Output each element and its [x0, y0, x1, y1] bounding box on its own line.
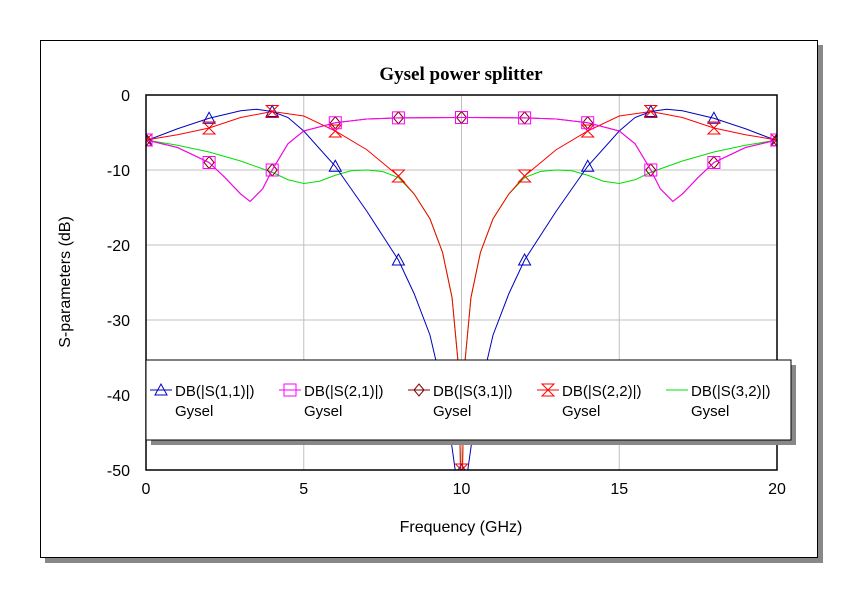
data-marker-2 [770, 133, 777, 147]
data-marker-2 [518, 111, 532, 125]
data-marker-1 [643, 104, 658, 117]
y-tick-label: -30 [107, 313, 130, 330]
legend-label: DB(|S(3,2)|) [691, 383, 770, 400]
data-marker-1 [328, 159, 343, 172]
data-marker-2 [391, 111, 405, 125]
data-marker-4 [454, 463, 469, 470]
legend-hourglass-icon [540, 383, 556, 397]
x-axis-label: Frequency (GHz) [400, 519, 523, 536]
chart-title: Gysel power splitter [379, 64, 543, 85]
y-tick-label: -20 [107, 238, 130, 255]
legend-label: DB(|S(2,2)|) [562, 383, 641, 400]
legend [145, 359, 792, 441]
legend-label: DB(|S(2,1)|) [304, 383, 383, 400]
y-tick-label: -50 [107, 463, 130, 480]
data-marker-2 [146, 133, 153, 147]
data-marker-1 [580, 159, 595, 172]
data-marker-2 [644, 163, 658, 177]
x-tick-label: 15 [610, 481, 628, 498]
y-tick-label: -40 [107, 388, 130, 405]
data-marker-2 [581, 116, 595, 130]
legend-diamond-icon [413, 383, 425, 397]
data-marker-2 [328, 116, 342, 130]
legend-square-icon [283, 383, 297, 397]
data-marker-2 [455, 111, 468, 124]
data-marker-3 [771, 133, 777, 147]
legend-triangle-icon [154, 382, 168, 396]
series-line-4 [146, 110, 777, 470]
y-tick-label: 0 [121, 88, 130, 105]
data-marker-1 [391, 252, 406, 266]
data-marker-4 [201, 121, 217, 135]
legend-label: DB(|S(1,1)|) [175, 383, 254, 400]
plot-border [145, 94, 778, 471]
data-marker-2 [265, 163, 279, 177]
x-tick-label: 20 [768, 481, 786, 498]
data-marker-4 [580, 124, 595, 138]
x-tick-label: 10 [453, 481, 471, 498]
x-tick-label: 5 [299, 481, 308, 498]
legend-label: DB(|S(3,1)|) [433, 383, 512, 400]
data-marker-4 [328, 124, 343, 138]
y-tick-label: -10 [107, 163, 130, 180]
data-marker-4 [391, 169, 406, 183]
series-line-2 [146, 116, 777, 203]
legend-sublabel: Gysel [433, 403, 471, 420]
data-marker-4 [517, 169, 532, 183]
data-marker-4 [706, 121, 722, 135]
legend-sublabel: Gysel [562, 403, 600, 420]
legend-sublabel: Gysel [175, 403, 213, 420]
data-marker-4 [643, 105, 659, 118]
y-axis-label: S-parameters (dB) [57, 216, 74, 348]
data-marker-1 [265, 104, 280, 117]
data-marker-1 [517, 252, 532, 266]
data-marker-4 [264, 105, 280, 118]
data-marker-2 [707, 156, 721, 169]
x-tick-label: 0 [142, 481, 151, 498]
data-marker-3 [146, 133, 152, 147]
data-marker-2 [202, 156, 216, 169]
legend-sublabel: Gysel [691, 403, 729, 420]
data-marker-1 [202, 111, 216, 124]
legend-sublabel: Gysel [304, 403, 342, 420]
data-marker-1 [707, 111, 721, 124]
series-line-5 [146, 139, 777, 470]
